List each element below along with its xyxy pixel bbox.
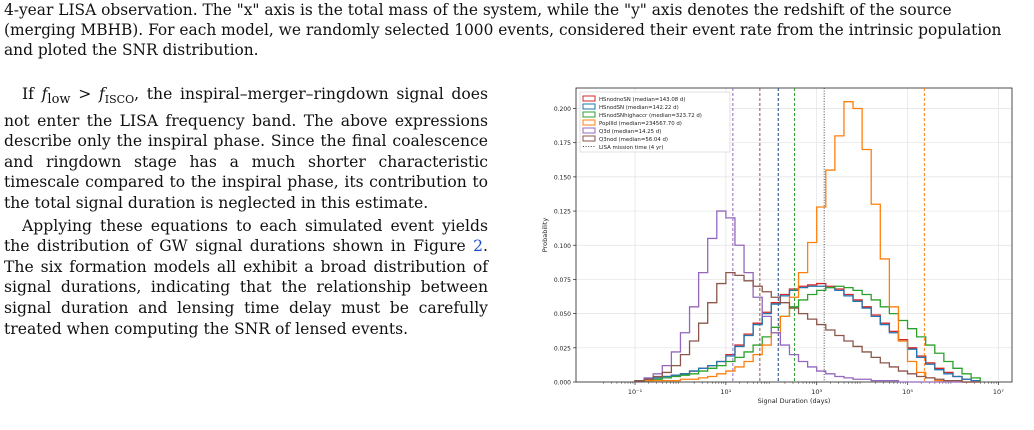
y-tick-label: 0.100: [554, 243, 571, 250]
x-tick-label: 10⁻¹: [628, 388, 643, 396]
histogram-series: [634, 285, 981, 382]
histogram-series: [634, 285, 981, 382]
x-tick-label: 10³: [811, 388, 822, 396]
caption-line: and ploted the SNR distribution.: [4, 41, 259, 59]
figure-caption: 4-year LISA observation. The "x" axis is…: [4, 0, 1030, 60]
legend-label: LISA mission time (4 yr): [599, 145, 663, 151]
y-tick-label: 0.200: [554, 106, 571, 113]
chart-svg: 0.000 0.025 0.050 0.075 0.100 0.125 0.150 0.175…: [541, 87, 1013, 405]
x-tick-label: 10⁷: [993, 388, 1004, 396]
x-axis-label: Signal Duration (days): [758, 397, 831, 405]
histogram-series: [634, 271, 981, 383]
y-tick-label: 0.075: [554, 277, 571, 284]
legend-swatch: [582, 103, 596, 110]
y-axis-label: Probability: [541, 218, 549, 253]
legend-swatch: [582, 111, 596, 118]
histogram-series: [634, 101, 981, 383]
legend-label: HSnodSNhighaccr (median=323.72 d): [599, 113, 702, 119]
paragraph: Applying these equations to each simulat…: [4, 216, 488, 338]
legend-label: HSnodnoSN (median=143.08 d): [599, 97, 685, 103]
histogram-series: [634, 210, 981, 383]
figure-link[interactable]: 2: [473, 237, 484, 256]
legend-label: Q3d (median=14.25 d): [599, 129, 661, 135]
y-tick-label: 0.125: [554, 209, 571, 216]
y-tick-label: 0.150: [554, 174, 571, 181]
legend-box: [579, 91, 731, 153]
legend-swatch: [582, 135, 596, 142]
body-text: If flow > fISCO, the inspiral–merger–rin…: [4, 84, 488, 339]
paragraph: If flow > fISCO, the inspiral–merger–rin…: [4, 85, 489, 213]
x-tick-label: 10⁵: [902, 388, 913, 396]
caption-line: (merging MBHB). For each model, we rando…: [4, 21, 1002, 39]
legend-swatch: [582, 119, 596, 126]
caption-line: 4-year LISA observation. The "x" axis is…: [4, 1, 952, 19]
x-tick-label: 10¹: [720, 388, 731, 396]
y-tick-label: 0.175: [554, 140, 571, 147]
legend-label: Q3nod (median=56.04 d): [599, 137, 668, 143]
legend-swatch: [582, 127, 596, 134]
legend-label: PopIIId (median=234567.70 d): [599, 121, 682, 127]
duration-histogram: 0.000 0.025 0.050 0.075 0.100 0.125 0.150 0.175…: [532, 84, 1024, 406]
y-tick-label: 0.025: [554, 345, 571, 352]
legend-label: HSnodSN (median=142.22 d): [599, 105, 679, 111]
y-tick-label: 0.000: [554, 380, 571, 387]
legend-swatch: [582, 95, 596, 102]
y-tick-label: 0.050: [554, 311, 571, 318]
